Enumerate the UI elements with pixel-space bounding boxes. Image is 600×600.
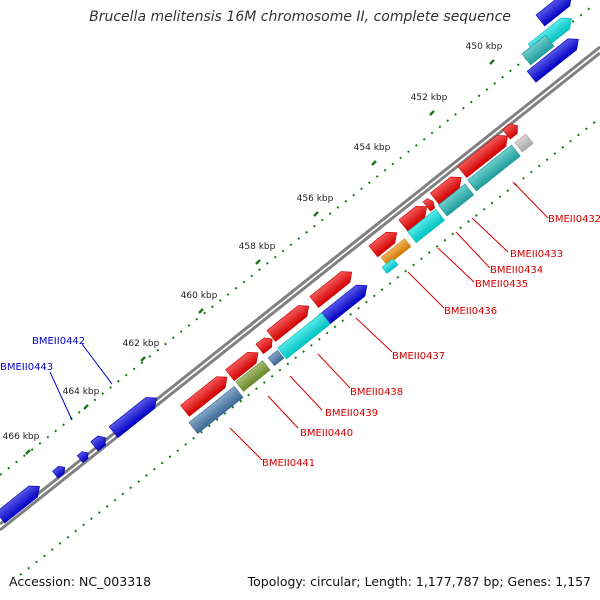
gene-label[interactable]: BMEII0432 (548, 214, 600, 225)
gene-cyan-0434 (437, 183, 475, 217)
tick-mark (25, 449, 31, 455)
tick-label: 456 kbp (297, 194, 334, 204)
accession-text: Accession: NC_003318 (9, 574, 152, 589)
gene-orange-0436 (380, 238, 412, 266)
gene-red-0437a (309, 271, 353, 308)
gene-label[interactable]: BMEII0436 (444, 306, 497, 317)
map-title: Brucella melitensis 16M chromosome II, c… (89, 9, 511, 25)
gene-label[interactable]: BMEII0438 (350, 387, 403, 398)
gene-grey-0438 (267, 349, 285, 367)
gene-cyan-0433 (467, 144, 521, 192)
gene-cyan-0437 (277, 312, 331, 360)
gene-blue-0443a (90, 435, 106, 452)
backbone-line-inner (0, 51, 600, 532)
gene-red-0437b (266, 305, 310, 342)
leader-line (512, 181, 549, 219)
tick-label: 460 kbp (181, 291, 218, 301)
tick-mark (140, 356, 146, 362)
tick-label: 464 kbp (63, 387, 100, 397)
gene-blue-0443c (52, 466, 66, 479)
tick-mark (371, 160, 377, 166)
tick-mark (83, 404, 89, 410)
inner-dotted-track (19, 117, 600, 576)
leader-line (471, 217, 509, 253)
gene-label[interactable]: BMEII0440 (300, 428, 353, 439)
gene-label[interactable]: BMEII0439 (325, 408, 378, 419)
gene-label[interactable]: BMEII0433 (510, 249, 563, 260)
gene-blue-0443b (76, 451, 89, 464)
gene-label[interactable]: BMEII0434 (490, 265, 543, 276)
gene-blue-0444 (0, 485, 40, 524)
outer-dotted-track (0, 7, 591, 476)
leader-line (317, 353, 351, 389)
tick-label: 454 kbp (354, 143, 391, 153)
tick-label: 466 kbp (3, 432, 40, 442)
gene-cyan-0435 (407, 208, 445, 244)
gene-red-0440 (180, 376, 228, 417)
tick-mark (255, 259, 261, 265)
tick-mark (429, 110, 435, 116)
gene-olive-0439 (235, 360, 271, 392)
tick-label: 450 kbp (466, 42, 503, 52)
gene-red-0433b (429, 176, 462, 205)
tick-label: 452 kbp (411, 93, 448, 103)
gene-label[interactable]: BMEII0441 (262, 458, 315, 469)
leader-line (289, 375, 323, 411)
leader-line (229, 427, 263, 461)
gene-label[interactable]: BMEII0443 (0, 362, 53, 373)
leader-line (355, 317, 393, 353)
gene-labels: BMEII0432 BMEII0433 BMEII0434 BMEII0435 BMEI… (0, 214, 600, 469)
gene-cyan-0436 (381, 258, 399, 274)
gene-blue-0442 (108, 397, 157, 439)
gene-features (0, 0, 579, 524)
gene-red-0435 (398, 205, 428, 232)
label-leaders (49, 181, 549, 461)
gene-red-0438 (255, 337, 273, 355)
gene-red-0436 (368, 231, 398, 258)
tick-mark (313, 211, 319, 217)
leader-line (267, 395, 299, 429)
gene-blue-top-2 (526, 38, 579, 83)
gene-red-0439 (225, 351, 259, 382)
topology-text: Topology: circular; Length: 1,177,787 bp… (247, 574, 591, 589)
leader-line (437, 247, 475, 283)
ruler-ticks: 450 kbp 452 kbp 454 kbp 456 kbp 458 kbp 460 k… (3, 42, 503, 455)
leader-line (455, 231, 491, 269)
gene-red-0433a (457, 135, 509, 178)
gene-blue-top-1 (535, 0, 573, 27)
tick-label: 462 kbp (123, 339, 160, 349)
leader-line (49, 371, 73, 421)
gene-grey-0432 (514, 133, 534, 153)
leader-line (81, 343, 113, 385)
tick-label: 458 kbp (239, 242, 276, 252)
gene-label[interactable]: BMEII0442 (32, 336, 85, 347)
leader-line (407, 271, 445, 309)
tick-mark (489, 59, 495, 65)
tick-mark (198, 308, 204, 314)
gene-label[interactable]: BMEII0437 (392, 351, 445, 362)
gene-red-0434 (422, 198, 436, 212)
gene-label[interactable]: BMEII0435 (475, 279, 528, 290)
gene-steel-0441 (188, 386, 244, 434)
gene-teal-top-1 (521, 34, 555, 66)
gene-red-0432 (502, 123, 518, 140)
